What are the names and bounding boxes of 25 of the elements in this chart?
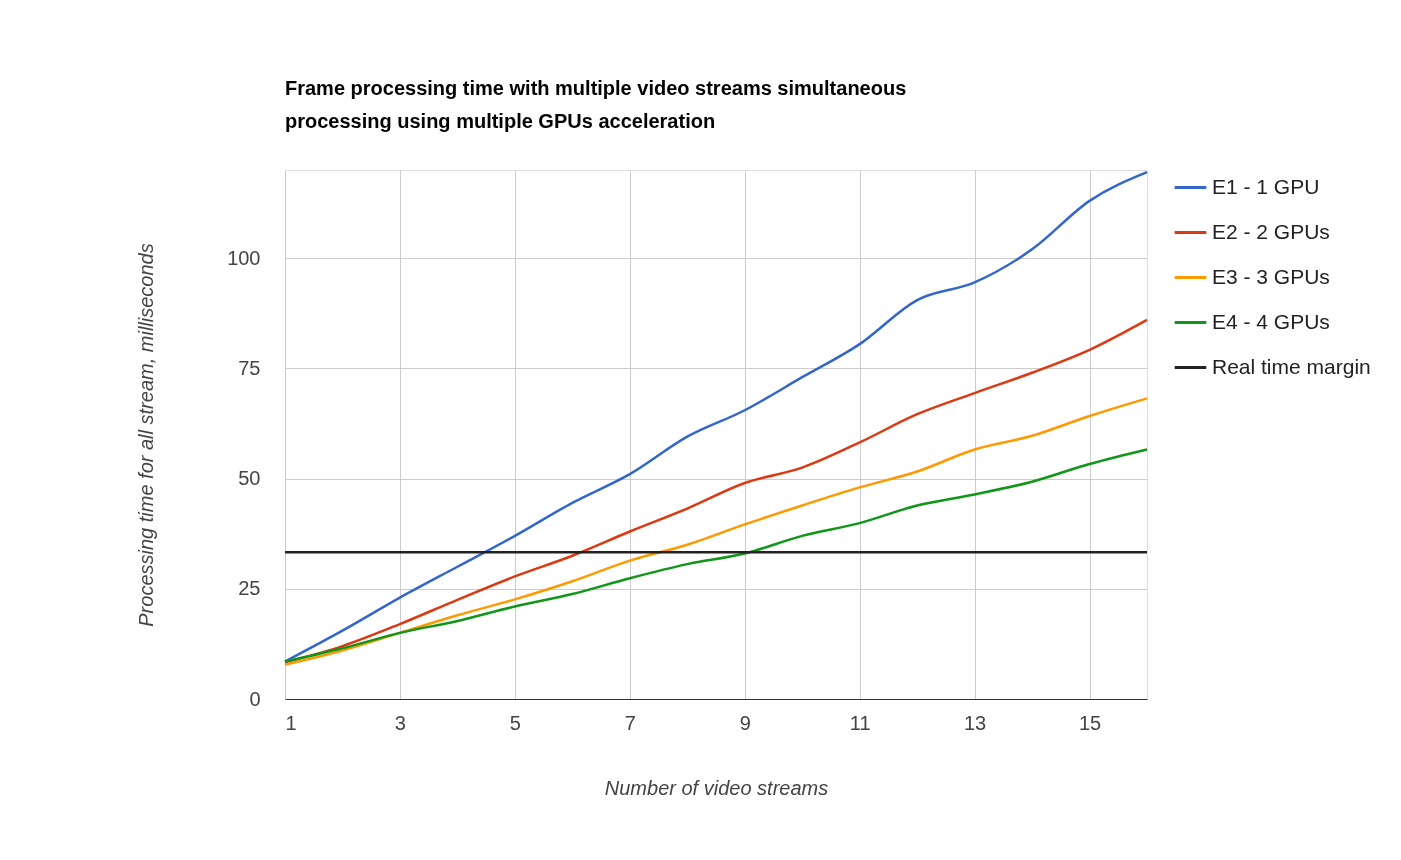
x-tick-label: 11	[849, 711, 871, 734]
line-series	[283, 318, 1149, 664]
legend-label: E2 - 2 GPUs	[1212, 219, 1330, 243]
y-tick-label: 75	[238, 356, 261, 379]
x-tick-label: 9	[739, 711, 751, 734]
line-series	[283, 170, 1149, 663]
x-tick-label: 7	[624, 711, 636, 734]
legend-label: E3 - 3 GPUs	[1212, 264, 1330, 288]
x-tick-label: 5	[509, 711, 521, 734]
y-tick-label: 0	[249, 687, 261, 710]
y-tick-label: 25	[238, 577, 261, 600]
x-tick-label: 13	[963, 711, 987, 734]
x-tick-label: 3	[394, 711, 406, 734]
chart-title: Frame processing time with multiple video streams simultaneous processing using multiple GPUs acceleration	[285, 77, 907, 132]
x-tick-label: 15	[1078, 711, 1102, 734]
x-tick-label: 1	[285, 711, 297, 734]
line-series	[283, 397, 1149, 666]
legend-label: E4 - 4 GPUs	[1212, 309, 1330, 333]
y-tick-label: 100	[227, 246, 261, 269]
y-axis-title: Processing time for all stream, milliseconds	[135, 243, 158, 627]
legend-label: E1 - 1 GPU	[1212, 174, 1320, 198]
x-axis-title: Number of video streams	[604, 776, 829, 799]
line-series	[283, 448, 1149, 663]
y-tick-label: 50	[238, 467, 261, 490]
legend-label: Real time margin	[1212, 354, 1371, 378]
